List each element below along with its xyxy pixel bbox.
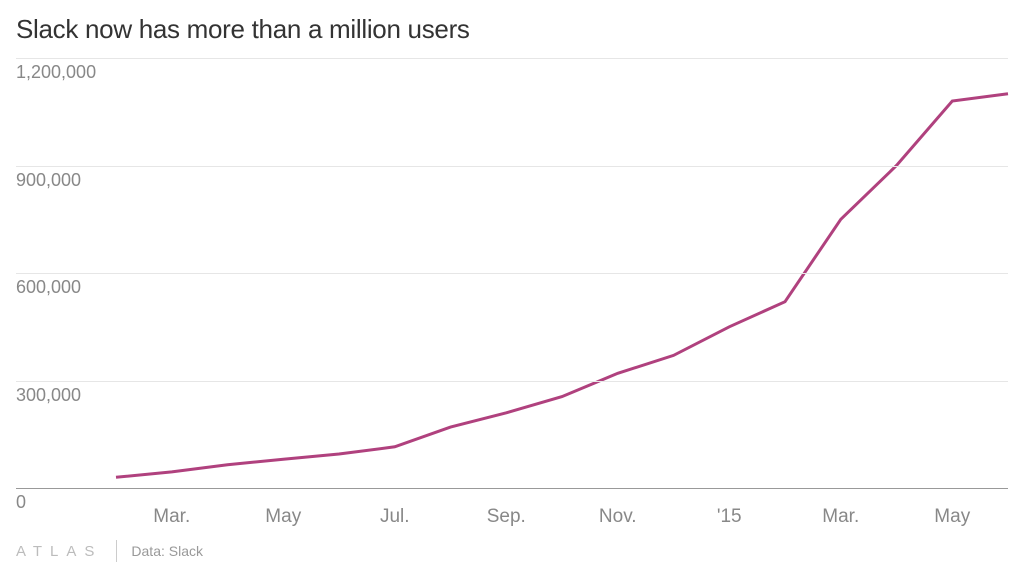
- gridline: [16, 58, 1008, 59]
- x-tick-label: '15: [717, 506, 742, 528]
- x-tick-label: Nov.: [599, 506, 637, 528]
- plot-area: 0300,000600,000900,0001,200,000Mar.MayJu…: [16, 58, 1008, 488]
- gridline: [16, 273, 1008, 274]
- data-line: [116, 94, 1008, 478]
- chart-container: Slack now has more than a million users …: [0, 0, 1024, 576]
- x-tick-label: May: [265, 506, 301, 528]
- atlas-logo: ATLAS: [16, 543, 102, 560]
- chart-title: Slack now has more than a million users: [16, 14, 470, 45]
- y-tick-label: 600,000: [16, 277, 81, 298]
- footer-divider: [116, 540, 117, 562]
- x-tick-label: Mar.: [822, 506, 859, 528]
- y-tick-label: 300,000: [16, 385, 81, 406]
- y-tick-label: 0: [16, 492, 26, 513]
- chart-footer: ATLAS Data: Slack: [16, 540, 203, 562]
- baseline: [16, 488, 1008, 489]
- y-tick-label: 900,000: [16, 170, 81, 191]
- x-tick-label: Mar.: [153, 506, 190, 528]
- y-tick-label: 1,200,000: [16, 62, 96, 83]
- data-source: Data: Slack: [131, 543, 203, 559]
- x-tick-label: Jul.: [380, 506, 410, 528]
- gridline: [16, 381, 1008, 382]
- x-tick-label: May: [934, 506, 970, 528]
- x-tick-label: Sep.: [487, 506, 526, 528]
- gridline: [16, 166, 1008, 167]
